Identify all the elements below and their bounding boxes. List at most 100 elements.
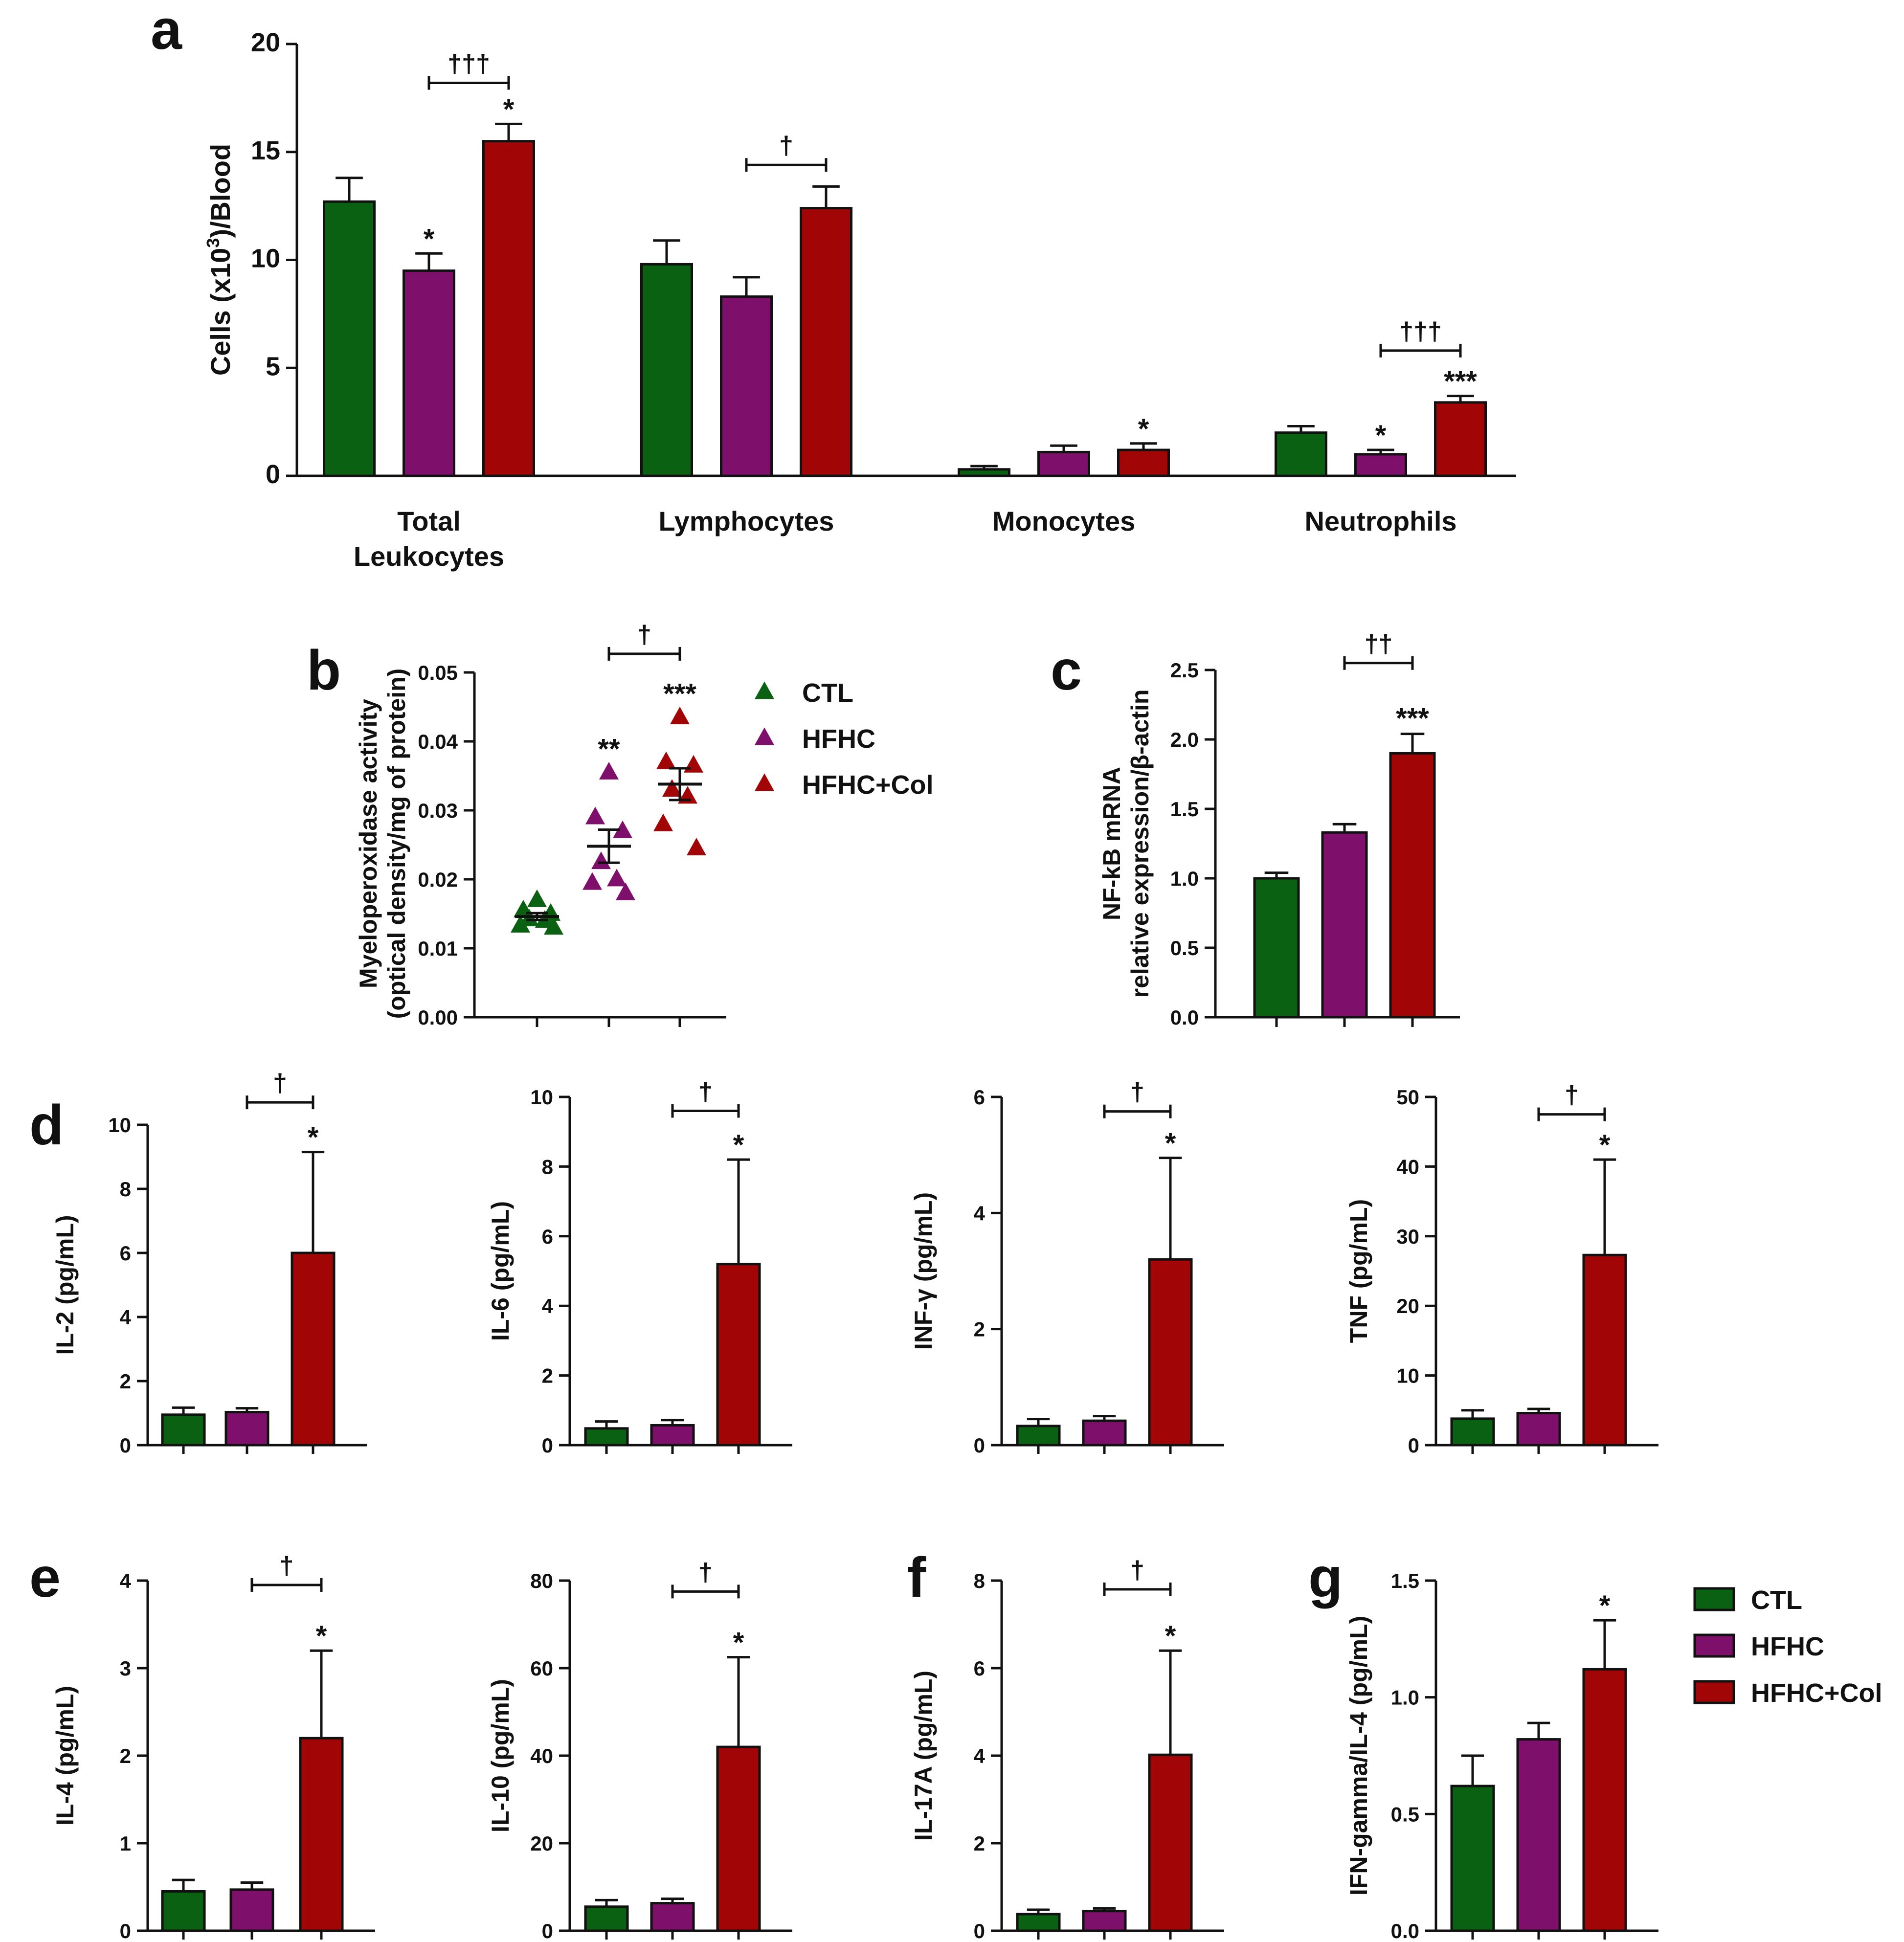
bar-ctl bbox=[1253, 877, 1300, 1019]
bar-hfhc-col bbox=[716, 1745, 761, 1932]
bar-hfhc-col-3 bbox=[1434, 401, 1487, 477]
dagger-label: †† bbox=[1365, 630, 1393, 658]
y-tick-label: 10 bbox=[530, 1086, 553, 1109]
y-tick-label: 8 bbox=[120, 1178, 131, 1201]
panel-letter-b: b bbox=[307, 639, 341, 702]
y-tick-label: 1.5 bbox=[1170, 798, 1199, 821]
dagger-label: † bbox=[698, 1077, 713, 1106]
significance-star: * bbox=[308, 1122, 319, 1154]
significance-star: * bbox=[1599, 1590, 1611, 1622]
data-point-hfhc-col bbox=[687, 837, 706, 855]
y-axis-label-main: Cells (x10 bbox=[205, 248, 236, 376]
bar-hfhc-col bbox=[716, 1263, 761, 1447]
y-tick-label: 5 bbox=[266, 352, 280, 381]
legend-label: HFHC+Col bbox=[802, 770, 934, 800]
y-tick-label: 0 bbox=[120, 1920, 131, 1942]
bar-ctl-1 bbox=[640, 263, 693, 477]
panel-g-ifn-gamma/il-4: g 0.0 0.5 1.0 1.5 IFN-gamma/IL-4 (pg/mL) * bbox=[1308, 1546, 1658, 1942]
legend-label: CTL bbox=[1751, 1585, 1802, 1615]
bar-hfhc-col-2 bbox=[1117, 448, 1170, 477]
category-label: Total bbox=[397, 506, 461, 536]
panel-sub-tnf: 0 10 20 30 40 50 TNF (pg/mL) * † bbox=[1345, 1081, 1658, 1457]
data-point-hfhc-col bbox=[653, 813, 673, 831]
y-tick-label: 40 bbox=[1396, 1155, 1419, 1178]
significance-star: * bbox=[503, 93, 515, 125]
y-tick-label: 0.5 bbox=[1170, 937, 1199, 960]
y-tick-label: 8 bbox=[974, 1569, 985, 1592]
y-axis-label: Myeloperoxidase activity(optical density… bbox=[355, 669, 410, 1019]
y-tick-label: 6 bbox=[974, 1086, 985, 1109]
bar-hfhc bbox=[1516, 1411, 1561, 1447]
bar-ctl bbox=[1016, 1913, 1061, 1932]
y-axis-label-line: relative expression/β-actin bbox=[1126, 690, 1154, 998]
bar-hfhc-0 bbox=[403, 269, 455, 477]
data-point-hfhc bbox=[613, 820, 632, 838]
y-axis-label-line: NF-kB mRNA bbox=[1098, 767, 1125, 920]
dagger-label: † bbox=[1130, 1556, 1144, 1585]
y-tick-label: 2 bbox=[120, 1744, 131, 1767]
data-point-hfhc bbox=[599, 761, 619, 780]
y-axis-label: IL-10 (pg/mL) bbox=[487, 1679, 514, 1832]
y-tick-label: 2 bbox=[974, 1832, 985, 1855]
y-tick-label: 20 bbox=[1396, 1295, 1419, 1317]
data-point-hfhc bbox=[591, 851, 611, 870]
bar-ctl bbox=[1016, 1425, 1061, 1447]
dagger-label: ††† bbox=[1399, 317, 1442, 346]
data-point-hfhc-col bbox=[684, 755, 703, 773]
bar-hfhc bbox=[229, 1888, 274, 1932]
significance-star: * bbox=[1165, 1620, 1176, 1652]
y-tick-label: 2 bbox=[120, 1370, 131, 1393]
significance-star: * bbox=[316, 1620, 327, 1652]
y-axis-label: Cells (x103)/Blood bbox=[203, 144, 236, 376]
legend-swatch-hfhc bbox=[1693, 1633, 1735, 1658]
y-axis-label: IL-2 (pg/mL) bbox=[51, 1215, 79, 1355]
legend-marker-ctl bbox=[755, 681, 774, 699]
legend-label: CTL bbox=[802, 678, 853, 708]
data-point-hfhc bbox=[582, 872, 602, 890]
significance-star: *** bbox=[663, 678, 696, 710]
y-axis-label: IL-17A (pg/mL) bbox=[910, 1671, 937, 1841]
legend-label: HFHC bbox=[1751, 1632, 1824, 1661]
significance-star: * bbox=[1375, 420, 1387, 451]
y-tick-label: 2 bbox=[542, 1364, 553, 1387]
y-tick-label: 3 bbox=[120, 1657, 131, 1680]
category-label: Lymphocytes bbox=[659, 506, 834, 536]
data-point-hfhc bbox=[616, 882, 635, 900]
legend-label: HFHC bbox=[802, 724, 875, 754]
category-label: Monocytes bbox=[992, 506, 1136, 536]
y-tick-label: 10 bbox=[251, 244, 280, 273]
y-tick-label: 20 bbox=[251, 28, 280, 57]
panel-c: c 0.0 0.5 1.0 1.5 2.0 2.5 NF-kB mRNArelative ex… bbox=[1051, 630, 1460, 1029]
bar-hfhc-col bbox=[1148, 1753, 1193, 1932]
dagger-label: ††† bbox=[448, 49, 490, 78]
bar-hfhc-1 bbox=[720, 295, 773, 477]
bar-hfhc-col bbox=[1389, 752, 1436, 1019]
y-tick-label: 0 bbox=[266, 460, 280, 489]
y-tick-label: 6 bbox=[974, 1657, 985, 1680]
significance-star: * bbox=[733, 1627, 744, 1659]
panel-letter-c: c bbox=[1051, 639, 1082, 702]
panel-d-il-2: d 0 2 4 6 8 10 IL-2 (pg/mL) * † bbox=[29, 1069, 367, 1457]
y-tick-label: 0.5 bbox=[1391, 1803, 1419, 1826]
y-tick-label: 4 bbox=[120, 1306, 132, 1329]
significance-star: * bbox=[1599, 1129, 1611, 1161]
dagger-label: † bbox=[1565, 1081, 1579, 1110]
y-tick-label: 6 bbox=[542, 1225, 553, 1248]
bar-ctl bbox=[584, 1905, 629, 1932]
y-tick-label: 2 bbox=[974, 1318, 985, 1341]
dagger-label: † bbox=[779, 132, 793, 160]
y-tick-label: 0.02 bbox=[418, 868, 458, 891]
data-point-hfhc bbox=[607, 869, 627, 887]
significance-star: * bbox=[1138, 413, 1149, 445]
bar-hfhc-2 bbox=[1037, 450, 1090, 477]
significance-star: ** bbox=[598, 733, 620, 765]
panel-letter-d: d bbox=[29, 1094, 64, 1157]
bar-hfhc bbox=[650, 1902, 695, 1932]
bar-hfhc-col-0 bbox=[482, 140, 535, 477]
bar-hfhc-3 bbox=[1354, 453, 1407, 477]
y-tick-label: 4 bbox=[542, 1295, 554, 1317]
y-axis-label-line: Myeloperoxidase activity bbox=[355, 699, 382, 988]
bar-hfhc-col bbox=[1582, 1668, 1627, 1932]
